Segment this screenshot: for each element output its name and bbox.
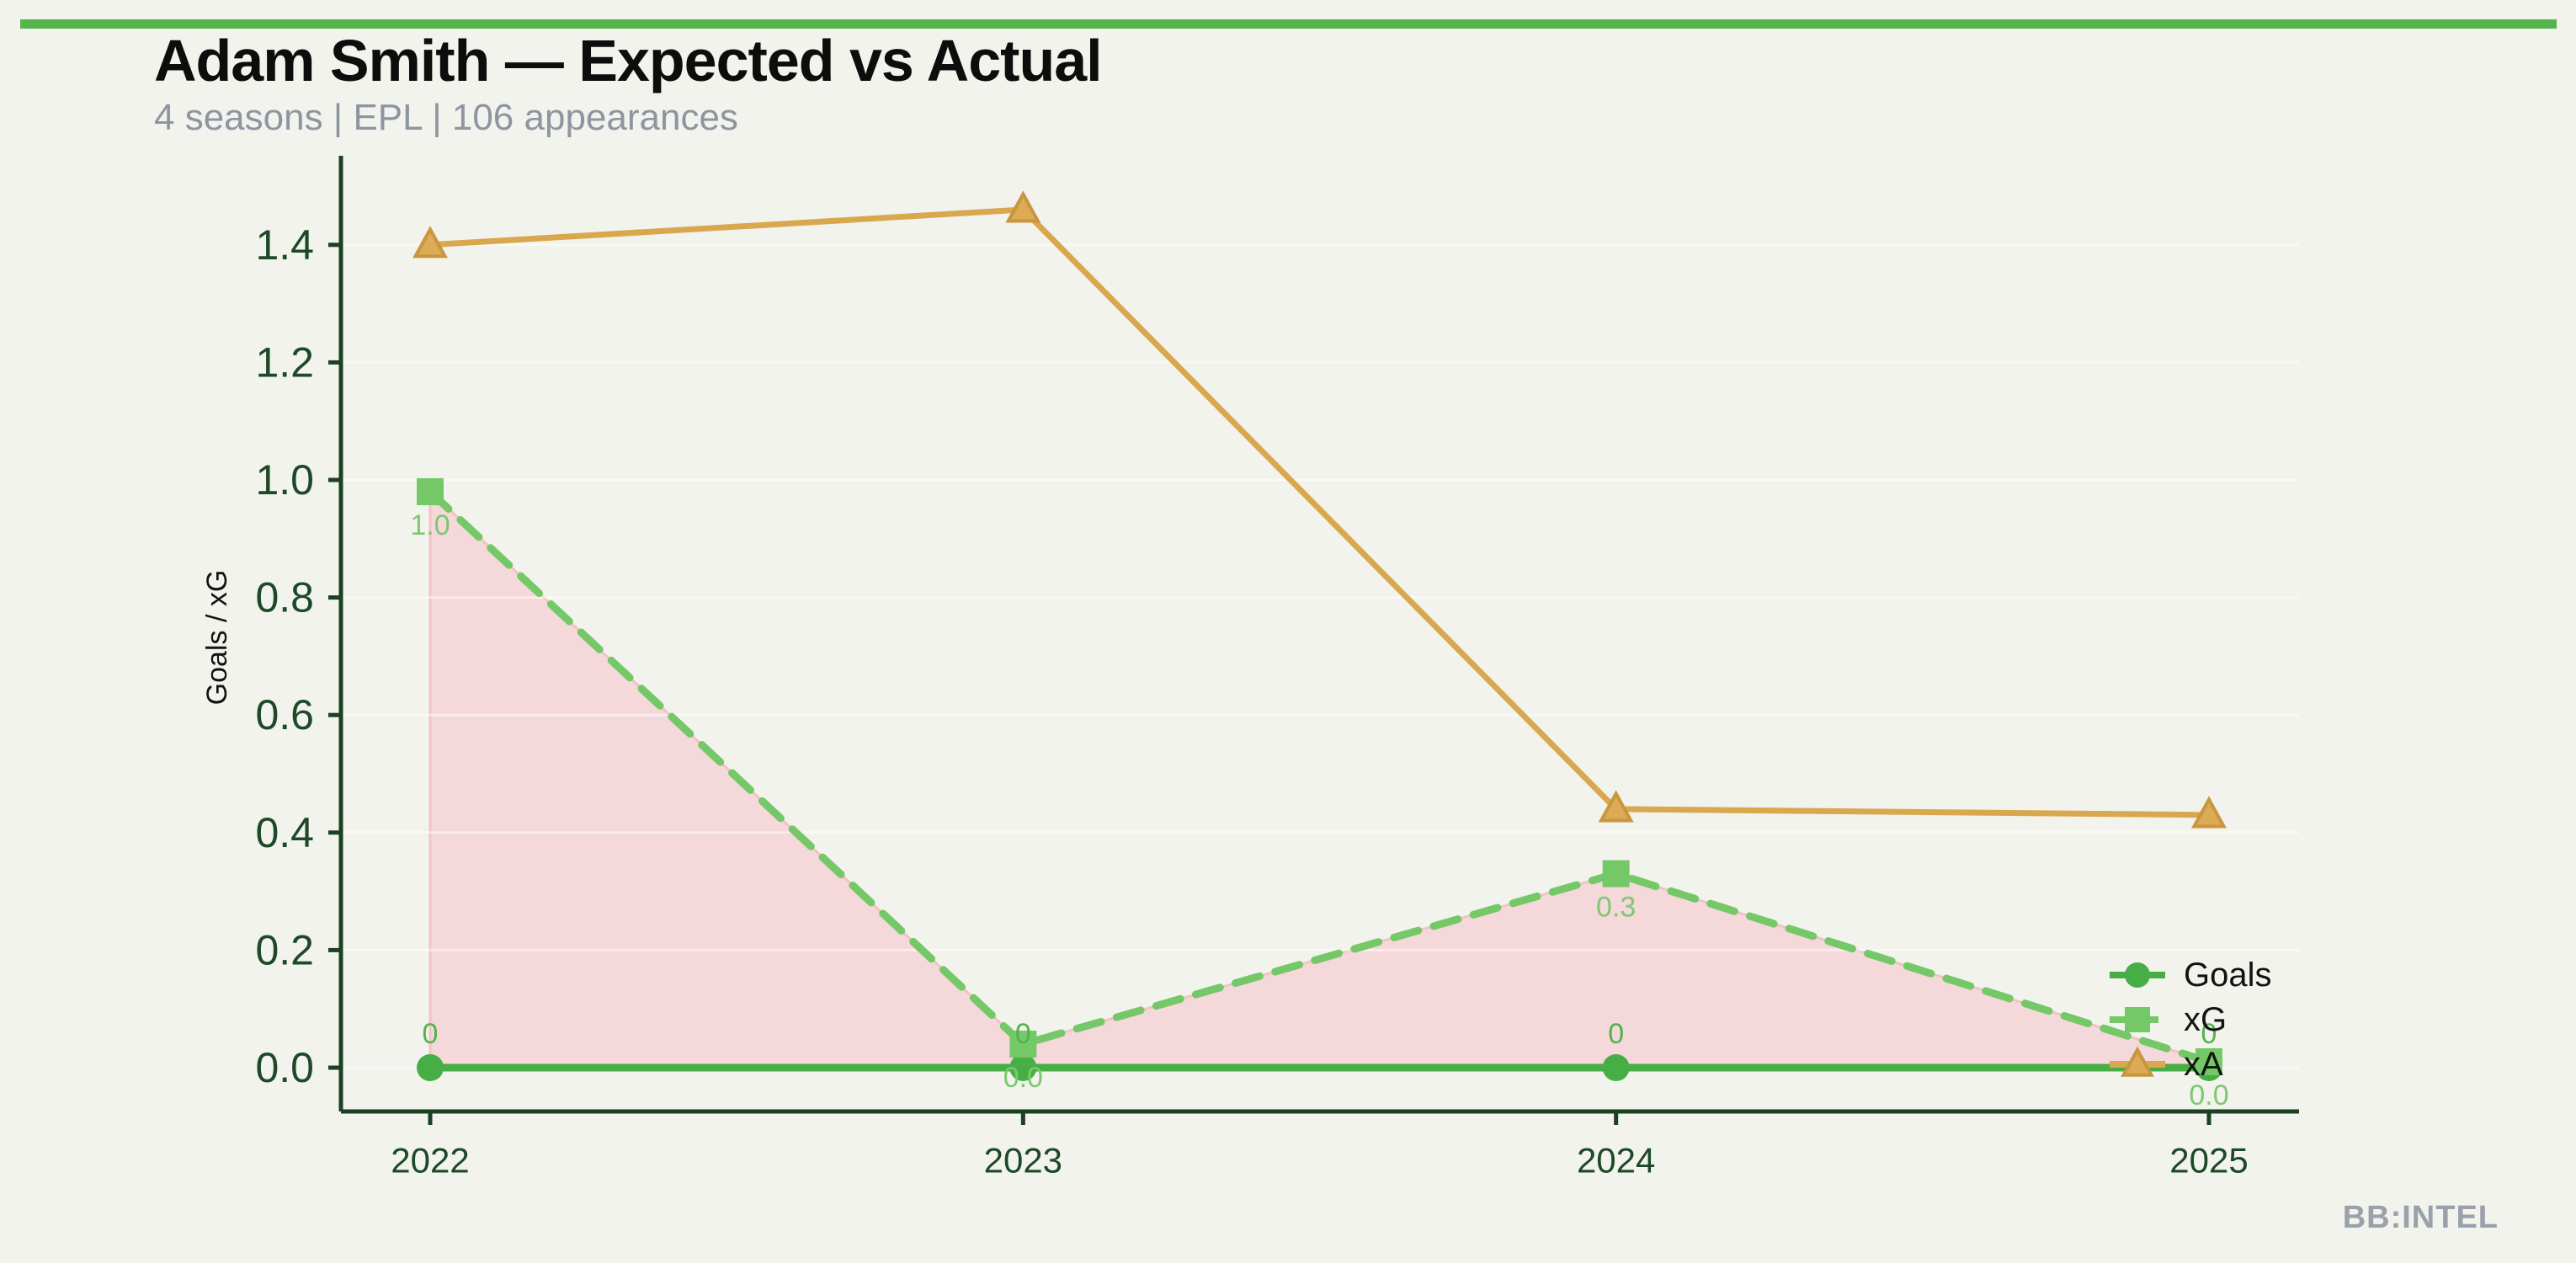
legend-marker-xa xyxy=(2121,1046,2154,1077)
top-accent-bar xyxy=(20,19,2557,29)
x-tick-label: 2024 xyxy=(1577,1141,1655,1180)
marker-xg xyxy=(1602,860,1630,887)
chart-header: Adam Smith — Expected vs Actual 4 season… xyxy=(154,28,1103,139)
data-label-xg: 0.0 xyxy=(2189,1079,2228,1111)
y-tick-label: 1.0 xyxy=(255,456,314,504)
legend-label-xa: xA xyxy=(2184,1046,2223,1083)
y-tick-label: 0.2 xyxy=(255,926,314,973)
y-tick-label: 0.4 xyxy=(255,809,314,856)
marker-goals xyxy=(417,1054,444,1081)
data-label-goals: 0 xyxy=(2201,1018,2217,1050)
fill-between-region xyxy=(428,488,2211,1069)
y-tick-label: 0.6 xyxy=(255,691,314,738)
data-label-goals: 0 xyxy=(423,1018,439,1050)
legend-marker-goals xyxy=(2125,962,2150,988)
y-tick-label: 1.4 xyxy=(255,221,314,269)
marker-xg xyxy=(1009,1031,1037,1058)
marker-xa xyxy=(1598,790,1634,823)
marker-xg xyxy=(2195,1048,2222,1076)
x-tick-label: 2022 xyxy=(391,1141,469,1180)
y-tick-label: 1.2 xyxy=(255,338,314,386)
y-tick-label: 0.0 xyxy=(255,1044,314,1091)
watermark: BB:INTEL xyxy=(2342,1200,2499,1235)
legend-marker-xg xyxy=(2125,1007,2150,1032)
marker-xg xyxy=(417,477,444,505)
data-label-goals: 0 xyxy=(1015,1018,1031,1050)
data-label-xg: 0.3 xyxy=(1596,892,1636,924)
marker-goals xyxy=(1602,1054,1630,1081)
data-label-xg: 1.0 xyxy=(410,509,450,541)
y-tick-label: 0.8 xyxy=(255,574,314,621)
x-tick-label: 2025 xyxy=(2169,1141,2248,1180)
data-label-xg: 0.0 xyxy=(1003,1062,1043,1094)
data-label-goals: 0 xyxy=(1608,1018,1624,1050)
page-subtitle: 4 seasons | EPL | 106 appearances xyxy=(154,97,738,138)
marker-xa xyxy=(1005,190,1041,223)
marker-xa xyxy=(2191,796,2227,829)
page-title: Adam Smith — Expected vs Actual xyxy=(154,28,1103,93)
series-line-xa xyxy=(427,206,2212,818)
series-line-xg xyxy=(426,488,2213,1066)
marker-goals xyxy=(1009,1054,1037,1081)
marker-xa xyxy=(412,226,448,258)
x-tick-label: 2023 xyxy=(984,1141,1062,1180)
legend-label-goals: Goals xyxy=(2184,957,2272,994)
legend-label-xg: xG xyxy=(2184,1001,2227,1038)
y-axis-label: Goals / xG xyxy=(201,570,233,706)
